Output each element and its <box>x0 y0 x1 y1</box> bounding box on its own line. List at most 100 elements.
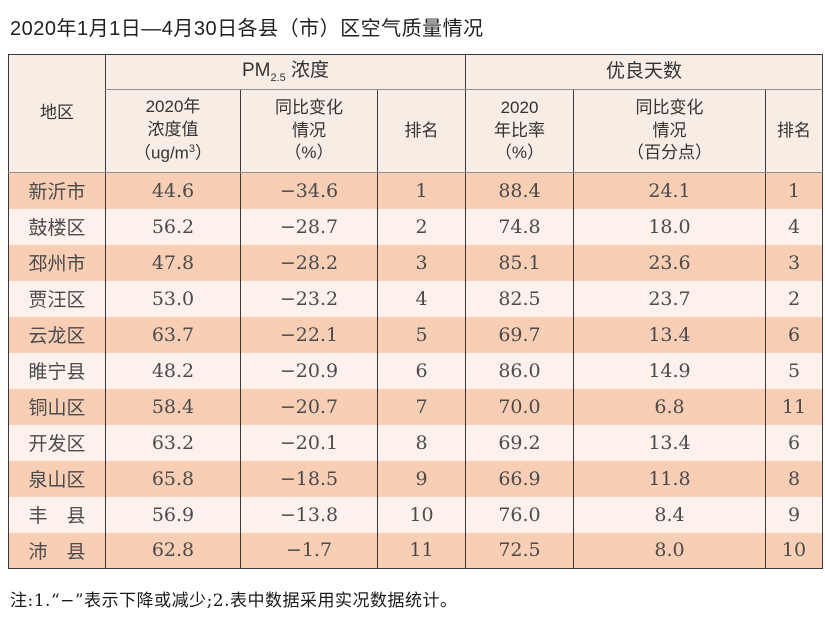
cell-pm-change: −34.6 <box>240 172 378 209</box>
cell-good-rate: 69.2 <box>465 424 574 461</box>
cell-good-rate: 76.0 <box>465 496 574 533</box>
cell-pm-change: −28.7 <box>240 208 378 245</box>
cell-region: 泉山区 <box>8 460 106 497</box>
cell-pm-rank: 2 <box>377 208 466 245</box>
cell-region: 开发区 <box>8 424 106 461</box>
pm-value-line3: （ug/m3） <box>106 142 240 166</box>
good-rate-line2: 年比率 <box>494 120 545 140</box>
cell-region: 云龙区 <box>8 316 106 353</box>
cell-good-rate: 69.7 <box>465 316 574 353</box>
pm-value-line2: 浓度值 <box>147 120 199 140</box>
cell-pm-change: −1.7 <box>240 532 378 569</box>
cell-region: 铜山区 <box>8 388 106 425</box>
cell-good-rank: 1 <box>765 172 823 209</box>
cell-pm-value: 53.0 <box>105 280 241 317</box>
column-group-pm25: PM2.5 浓度 <box>105 54 466 90</box>
column-header-good-rank: 排名 <box>765 89 823 173</box>
cell-good-rate: 66.9 <box>465 460 574 497</box>
pm-change-line2: 情况 <box>292 120 326 140</box>
column-group-good-days: 优良天数 <box>465 54 823 90</box>
cell-good-rate: 88.4 <box>465 172 574 209</box>
cell-good-rank: 9 <box>765 496 823 533</box>
column-header-pm-rank: 排名 <box>377 89 466 173</box>
table-row: 开发区 63.2 −20.1 8 69.2 13.4 6 <box>8 424 823 461</box>
cell-good-rate: 72.5 <box>465 532 574 569</box>
column-header-good-change: 同比变化 情况 （百分点） <box>573 89 766 173</box>
pm-value-line1: 2020年 <box>145 97 201 117</box>
cell-pm-rank: 8 <box>377 424 466 461</box>
table-row: 丰 县 56.9 −13.8 10 76.0 8.4 9 <box>8 496 823 533</box>
page-title: 2020年1月1日—4月30日各县（市）区空气质量情况 <box>10 18 484 40</box>
cell-good-rate: 86.0 <box>465 352 574 389</box>
table-row: 泉山区 65.8 −18.5 9 66.9 11.8 8 <box>8 460 823 497</box>
table-row: 云龙区 63.7 −22.1 5 69.7 13.4 6 <box>8 316 823 353</box>
cell-good-rank: 3 <box>765 244 823 281</box>
cell-pm-value: 65.8 <box>105 460 241 497</box>
cell-pm-rank: 7 <box>377 388 466 425</box>
pm-change-line3: （%） <box>284 143 334 163</box>
cell-good-rate: 70.0 <box>465 388 574 425</box>
column-header-region: 地区 <box>8 54 106 173</box>
cell-good-rank: 8 <box>765 460 823 497</box>
cell-pm-value: 44.6 <box>105 172 241 209</box>
cell-pm-rank: 5 <box>377 316 466 353</box>
cell-pm-change: −28.2 <box>240 244 378 281</box>
good-change-line3: （百分点） <box>627 143 712 163</box>
table-body: 新沂市 44.6 −34.6 1 88.4 24.1 1 鼓楼区 56.2 −2… <box>8 172 823 569</box>
table-row: 鼓楼区 56.2 −28.7 2 74.8 18.0 4 <box>8 208 823 245</box>
column-header-good-rate: 2020 年比率 （%） <box>465 89 574 173</box>
cell-good-rank: 5 <box>765 352 823 389</box>
pm25-label-subscript: 2.5 <box>270 71 286 84</box>
header-group-row: 地区 PM2.5 浓度 优良天数 <box>8 54 823 173</box>
cell-good-change: 18.0 <box>573 208 766 245</box>
cell-good-rank: 6 <box>765 316 823 353</box>
table-row: 铜山区 58.4 −20.7 7 70.0 6.8 11 <box>8 388 823 425</box>
cell-pm-value: 63.7 <box>105 316 241 353</box>
cell-good-rank: 6 <box>765 424 823 461</box>
table-row: 睢宁县 48.2 −20.9 6 86.0 14.9 5 <box>8 352 823 389</box>
cell-pm-rank: 1 <box>377 172 466 209</box>
cell-pm-value: 56.9 <box>105 496 241 533</box>
cell-pm-rank: 4 <box>377 280 466 317</box>
cell-pm-change: −18.5 <box>240 460 378 497</box>
cell-pm-change: −23.2 <box>240 280 378 317</box>
footnote: 注:1.“−”表示下降或减少;2.表中数据采用实况数据统计。 <box>10 591 458 611</box>
good-rate-line1: 2020 <box>500 97 539 117</box>
header-sub-row: 2020年 浓度值 （ug/m3） 同比变化 情况 （%） 排名 2020 年比… <box>9 89 823 173</box>
cell-pm-value: 56.2 <box>105 208 241 245</box>
pm-value-unit-superscript: 3 <box>188 143 195 156</box>
cell-good-change: 14.9 <box>573 352 766 389</box>
pm25-label-prefix: PM <box>241 60 271 82</box>
cell-region: 鼓楼区 <box>8 208 106 245</box>
pm-value-unit-pre: （ug/m <box>134 143 189 163</box>
cell-pm-change: −13.8 <box>240 496 378 533</box>
table-row: 新沂市 44.6 −34.6 1 88.4 24.1 1 <box>8 172 823 209</box>
cell-pm-value: 63.2 <box>105 424 241 461</box>
cell-good-change: 8.4 <box>573 496 766 533</box>
pm-value-unit-post: ） <box>194 143 212 163</box>
cell-good-change: 11.8 <box>573 460 766 497</box>
cell-good-rank: 4 <box>765 208 823 245</box>
cell-region: 丰 县 <box>8 496 106 533</box>
cell-pm-change: −22.1 <box>240 316 378 353</box>
cell-good-change: 6.8 <box>573 388 766 425</box>
cell-good-change: 13.4 <box>573 424 766 461</box>
air-quality-table: 地区 PM2.5 浓度 优良天数 2020年 浓度值 （ug/m3） 同比变化 … <box>8 54 823 569</box>
cell-pm-value: 62.8 <box>105 532 241 569</box>
cell-good-change: 23.6 <box>573 244 766 281</box>
cell-good-change: 24.1 <box>573 172 766 209</box>
column-header-pm-change: 同比变化 情况 （%） <box>240 89 378 173</box>
cell-good-change: 23.7 <box>573 280 766 317</box>
good-rate-line3: （%） <box>494 143 545 163</box>
table-header: 地区 PM2.5 浓度 优良天数 2020年 浓度值 （ug/m3） 同比变化 … <box>8 54 823 173</box>
cell-pm-value: 58.4 <box>105 388 241 425</box>
good-change-line2: 情况 <box>652 120 687 140</box>
cell-region: 睢宁县 <box>8 352 106 389</box>
cell-region: 贾汪区 <box>8 280 106 317</box>
cell-good-rank: 2 <box>765 280 823 317</box>
cell-pm-rank: 9 <box>377 460 466 497</box>
cell-good-change: 8.0 <box>573 532 766 569</box>
pm-change-line1: 同比变化 <box>275 97 343 117</box>
cell-pm-rank: 3 <box>377 244 466 281</box>
good-change-line1: 同比变化 <box>635 97 704 117</box>
